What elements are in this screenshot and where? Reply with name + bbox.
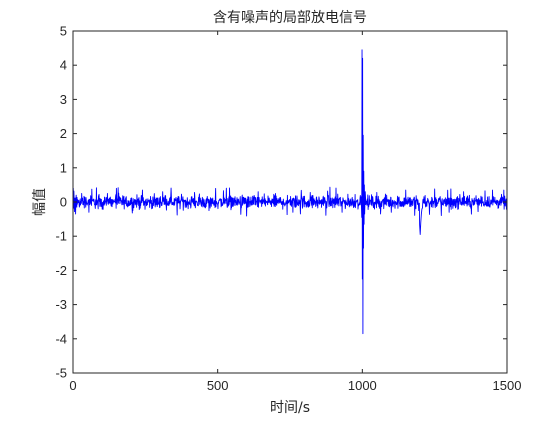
y-axis-ticks: -5 -4 -3 -2 -1 0 1 2 3 4 5 [55, 24, 507, 381]
x-tick-label: 500 [207, 378, 229, 393]
line-layer [72, 49, 508, 335]
y-tick-label: 0 [60, 195, 67, 210]
x-axis-ticks: 0 500 1000 1500 [69, 31, 521, 393]
y-tick-label: 5 [60, 24, 67, 39]
y-tick-label: -1 [55, 229, 67, 244]
chart-title: 含有噪声的局部放电信号 [213, 10, 367, 26]
x-tick-label: 1000 [348, 378, 377, 393]
y-tick-label: 2 [60, 126, 67, 141]
y-tick-label: 1 [60, 160, 67, 175]
series-line-signal [72, 49, 508, 335]
y-tick-label: -4 [55, 331, 67, 346]
y-axis-label: 幅值 [32, 188, 48, 216]
y-tick-label: -3 [55, 297, 67, 312]
x-tick-label: 0 [69, 378, 76, 393]
y-tick-label: -5 [55, 366, 67, 381]
x-axis-label: 时间/s [270, 400, 310, 416]
x-tick-label: 1500 [493, 378, 522, 393]
y-tick-label: -2 [55, 263, 67, 278]
y-tick-label: 3 [60, 92, 67, 107]
y-tick-label: 4 [60, 58, 67, 73]
